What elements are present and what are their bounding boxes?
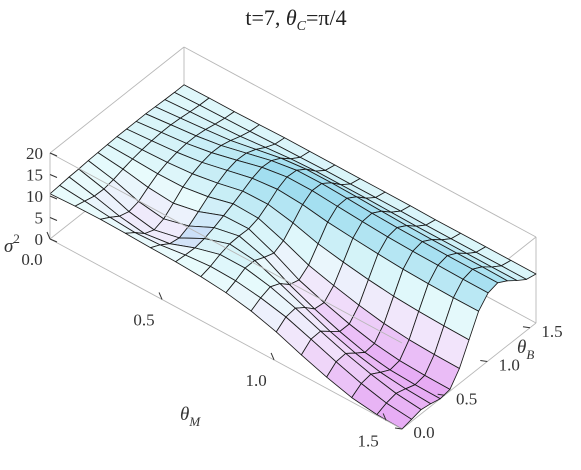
y-tick-mark bbox=[522, 326, 531, 329]
x-tick-label: 0.0 bbox=[21, 250, 42, 269]
axis-ticks: 0 5 10 15 20 0.0 0.5 1.0 1.5 0.0 0.5 1.0 1.5 bbox=[21, 144, 562, 450]
z-tick-label: 5 bbox=[35, 209, 44, 228]
z-tick-mark bbox=[49, 174, 58, 178]
x-tick-label: 1.5 bbox=[358, 431, 379, 450]
box-edge bbox=[49, 152, 403, 344]
title-theta: θ bbox=[286, 5, 297, 30]
y-tick-label: 1.0 bbox=[499, 356, 520, 375]
box-edge bbox=[49, 238, 403, 430]
x-tick-mark bbox=[158, 292, 163, 300]
box-edge bbox=[401, 322, 537, 430]
y-tick-label: 0.0 bbox=[413, 423, 434, 442]
y-tick-label: 0.5 bbox=[456, 389, 477, 408]
y-axis-label: θB bbox=[517, 337, 534, 362]
x-tick-mark bbox=[270, 352, 275, 361]
y-tick-mark bbox=[437, 393, 445, 396]
z-tick-label: 15 bbox=[26, 166, 43, 185]
y-tick-mark bbox=[394, 427, 403, 430]
z-tick-mark bbox=[49, 217, 58, 221]
y-tick-mark bbox=[480, 360, 488, 363]
box-edge bbox=[49, 46, 185, 154]
title-prefix: t=7, bbox=[245, 5, 286, 30]
box-edge bbox=[183, 46, 537, 238]
x-tick-label: 0.5 bbox=[133, 310, 154, 329]
z-tick-label: 20 bbox=[26, 144, 43, 163]
z-axis-label: σ2 bbox=[4, 231, 20, 257]
z-tick-mark bbox=[49, 152, 58, 157]
x-axis-label: θM bbox=[180, 404, 201, 429]
surface-mesh bbox=[49, 84, 537, 430]
chart-title: t=7, θC=π/4 bbox=[245, 5, 346, 34]
x-tick-label: 1.0 bbox=[245, 371, 266, 390]
y-tick-label: 1.5 bbox=[541, 322, 562, 341]
z-tick-mark bbox=[49, 238, 58, 243]
x-tick-mark bbox=[382, 413, 387, 421]
z-tick-label: 10 bbox=[26, 187, 43, 206]
z-tick-mark bbox=[49, 195, 58, 200]
z-tick-label: 0 bbox=[35, 230, 44, 249]
title-suffix: =π/4 bbox=[306, 5, 347, 30]
x-tick-mark bbox=[46, 231, 51, 240]
title-sub: C bbox=[297, 19, 307, 34]
